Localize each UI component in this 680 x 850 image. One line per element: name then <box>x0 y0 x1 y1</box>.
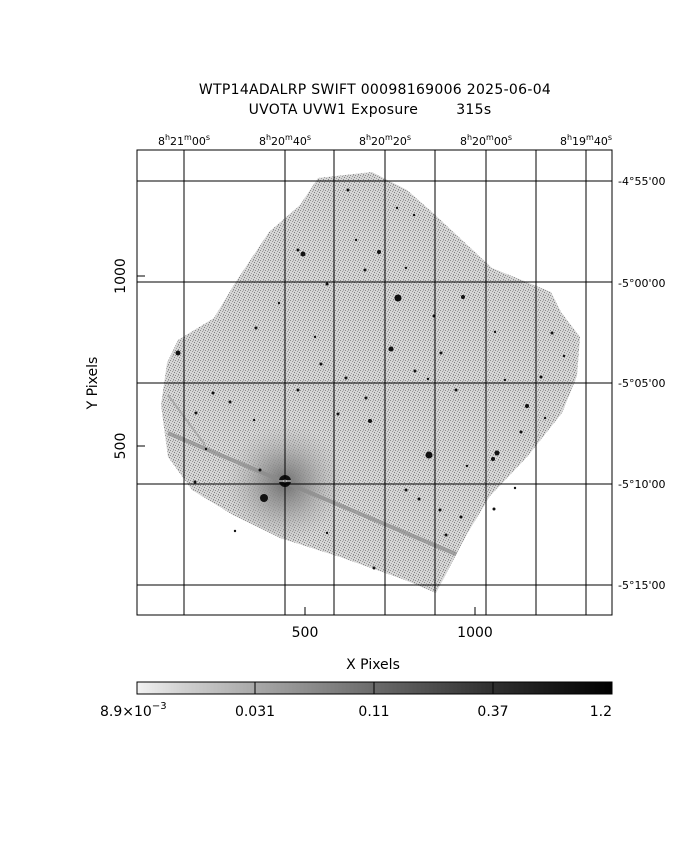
star-source <box>372 566 376 570</box>
star-source <box>228 400 232 404</box>
ra-tick-labels: 8h21m00s 8h20m40s 8h20m20s 8h20m00s 8h19… <box>158 133 612 148</box>
star-source <box>364 396 368 400</box>
colorbar-label: 0.11 <box>358 704 389 720</box>
star-source <box>344 376 348 380</box>
star-source <box>346 188 350 192</box>
image-title-line2: UVOTA UVW1 Exposure 315s <box>248 102 492 118</box>
star-source <box>404 266 408 270</box>
image-title-line1: WTP14ADALRP SWIFT 00098169006 2025-06-04 <box>198 82 552 98</box>
star-source <box>204 447 208 451</box>
star-source <box>438 508 442 512</box>
y-axis-title: Y Pixels <box>85 357 101 411</box>
star-source <box>368 419 372 423</box>
star-source <box>494 450 500 456</box>
star-source <box>543 416 547 420</box>
star-source <box>336 412 340 416</box>
star-source <box>413 369 417 373</box>
pixel-axis-ticks <box>137 275 476 615</box>
star-source <box>550 331 554 335</box>
star-source <box>296 248 300 252</box>
dec-tick-label: -5°10'00 <box>618 478 666 491</box>
star-source <box>252 418 256 422</box>
star-source <box>313 335 317 339</box>
star-source <box>519 430 523 434</box>
ra-tick-label: 8h19m40s <box>560 133 612 148</box>
star-source <box>296 388 300 392</box>
star-source <box>325 531 329 535</box>
star-source <box>354 238 358 242</box>
star-source <box>426 377 430 381</box>
star-source <box>492 507 496 511</box>
star-source <box>417 497 421 501</box>
star-source <box>439 351 443 355</box>
star-source <box>388 346 394 352</box>
colorbar: 8.9×10−3 0.031 0.11 0.37 1.2 <box>100 681 613 720</box>
x-tick-label: 500 <box>292 625 319 641</box>
star-source <box>260 494 268 502</box>
dec-tick-label: -4°55'00 <box>618 175 666 188</box>
star-source <box>395 206 399 210</box>
star-source <box>465 464 469 468</box>
dec-tick-labels: -4°55'00 -5°00'00 -5°05'00 -5°10'00 -5°1… <box>618 175 666 592</box>
star-source <box>194 411 198 415</box>
star-source <box>258 468 262 472</box>
dec-tick-label: -5°15'00 <box>618 579 666 592</box>
star-source <box>412 213 416 217</box>
readout-streak <box>167 431 471 562</box>
colorbar-label: 1.2 <box>590 704 612 720</box>
ra-tick-label: 8h21m00s <box>158 133 210 148</box>
star-source <box>193 480 197 484</box>
ra-tick-label: 8h20m40s <box>259 133 311 148</box>
star-source <box>562 354 566 358</box>
star-source <box>175 350 181 356</box>
star-source <box>277 301 281 305</box>
star-source <box>233 529 237 533</box>
y-tick-label: 500 <box>113 433 129 460</box>
colorbar-label: 0.031 <box>235 704 275 720</box>
star-source <box>425 451 433 459</box>
star-source <box>300 251 306 257</box>
star-source <box>491 457 495 461</box>
star-source <box>539 375 543 379</box>
star-source <box>319 362 323 366</box>
star-source <box>503 378 507 382</box>
plot-frame <box>136 149 613 616</box>
coordinate-grid <box>137 150 612 615</box>
colorbar-label: 0.37 <box>477 704 508 720</box>
star-source <box>211 391 215 395</box>
star-source <box>394 294 402 302</box>
star-source <box>513 486 517 490</box>
star-source <box>254 326 258 330</box>
star-source <box>325 282 329 286</box>
y-tick-label: 1000 <box>113 258 129 294</box>
star-source <box>525 404 529 408</box>
x-tick-label: 1000 <box>457 625 493 641</box>
colorbar-label: 8.9×10−3 <box>100 701 167 720</box>
star-source <box>363 268 367 272</box>
ra-tick-label: 8h20m20s <box>359 133 411 148</box>
star-source <box>459 515 463 519</box>
star-source <box>454 388 458 392</box>
dec-tick-label: -5°05'00 <box>618 377 666 390</box>
star-source <box>461 295 465 299</box>
star-source <box>493 330 497 334</box>
star-source <box>404 488 408 492</box>
star-source <box>444 533 448 537</box>
x-axis-title: X Pixels <box>346 657 400 673</box>
ra-tick-label: 8h20m00s <box>460 133 512 148</box>
star-source <box>377 250 381 254</box>
dec-tick-label: -5°00'00 <box>618 277 666 290</box>
